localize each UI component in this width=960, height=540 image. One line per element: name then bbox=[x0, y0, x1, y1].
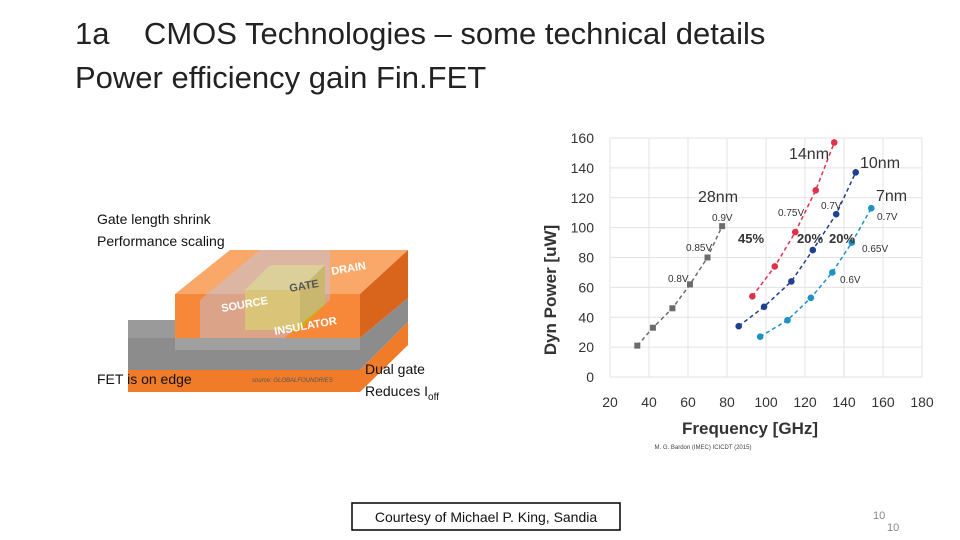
text-label: Gate length shrink bbox=[97, 211, 212, 227]
series-line bbox=[759, 207, 872, 338]
y-axis-label: Dyn Power [uW] bbox=[541, 225, 560, 355]
data-point bbox=[830, 139, 838, 146]
x-tick-label: 180 bbox=[910, 394, 934, 410]
y-tick-label: 140 bbox=[571, 160, 595, 176]
x-tick-label: 80 bbox=[719, 394, 735, 410]
data-point bbox=[634, 342, 641, 349]
data-point bbox=[735, 322, 742, 330]
data-point bbox=[719, 223, 726, 230]
series-label: 7nm bbox=[876, 188, 907, 205]
x-tick-label: 140 bbox=[832, 394, 856, 410]
x-tick-label: 100 bbox=[754, 394, 778, 410]
data-point bbox=[807, 294, 815, 302]
text-label: Reduces Ioff bbox=[365, 383, 439, 403]
data-point bbox=[812, 186, 820, 194]
y-tick-label: 20 bbox=[578, 339, 594, 355]
page-number: 10 bbox=[873, 510, 885, 522]
data-point bbox=[704, 254, 711, 261]
text-label: Dual gate bbox=[365, 361, 425, 377]
y-tick-label: 0 bbox=[586, 369, 594, 385]
data-point bbox=[686, 281, 693, 288]
series-line bbox=[751, 142, 835, 297]
annotation: 0.7V bbox=[877, 212, 898, 223]
data-point bbox=[784, 316, 791, 324]
subscript: off bbox=[428, 392, 439, 403]
text-label: FET is on edge bbox=[97, 371, 192, 387]
text-label: Reduces I bbox=[365, 383, 428, 399]
data-point bbox=[760, 303, 768, 311]
series-label: 14nm bbox=[789, 146, 829, 163]
image-source: source: GLOBALFOUNDRIES bbox=[252, 378, 333, 384]
x-tick-label: 120 bbox=[793, 394, 817, 410]
data-point bbox=[848, 239, 856, 246]
page-number: 10 bbox=[887, 522, 899, 534]
data-point bbox=[791, 228, 799, 236]
data-point bbox=[809, 246, 817, 254]
diagram-label: GATE bbox=[288, 278, 319, 295]
x-tick-label: 160 bbox=[871, 394, 895, 410]
y-tick-label: 160 bbox=[571, 130, 595, 146]
data-point bbox=[829, 269, 836, 276]
series-label: 10nm bbox=[860, 155, 900, 172]
data-point bbox=[649, 324, 656, 331]
annotation: 45% bbox=[738, 231, 764, 246]
series-label: 28nm bbox=[698, 189, 738, 206]
courtesy-box bbox=[351, 502, 621, 531]
series-line bbox=[636, 225, 723, 347]
data-point bbox=[756, 333, 764, 340]
text-label: Performance scaling bbox=[97, 233, 225, 249]
annotation: 0.9V bbox=[712, 213, 733, 224]
data-point bbox=[868, 204, 875, 212]
x-axis-label: Frequency [GHz] bbox=[682, 419, 818, 438]
data-point bbox=[749, 293, 756, 300]
x-tick-label: 40 bbox=[641, 394, 657, 410]
series-line bbox=[738, 172, 857, 327]
data-point bbox=[788, 278, 795, 285]
data-point bbox=[669, 305, 676, 312]
y-tick-label: 100 bbox=[571, 220, 595, 236]
finfet-diagram: SOURCE DRAIN GATE INSULATOR source: GLOB… bbox=[128, 250, 408, 392]
annotation: 0.7V bbox=[821, 201, 842, 212]
annotation: 20% bbox=[797, 231, 823, 246]
chart: 0 20 40 60 80 100 120 140 160 20 40 60 80 100 120 140 16… bbox=[541, 130, 934, 438]
data-point bbox=[832, 210, 840, 218]
annotation: 0.75V bbox=[778, 208, 804, 219]
title-line: Power efficiency gain Fin.FET bbox=[75, 60, 486, 95]
x-tick-label: 20 bbox=[602, 394, 618, 410]
y-tick-label: 60 bbox=[578, 279, 594, 295]
annotation: 20% bbox=[829, 231, 855, 246]
annotation: 0.6V bbox=[840, 275, 861, 286]
y-tick-label: 80 bbox=[578, 250, 594, 266]
annotation: 0.65V bbox=[862, 244, 888, 255]
diagram-label: DRAIN bbox=[330, 260, 366, 278]
title-line: 1a CMOS Technologies – some technical de… bbox=[75, 16, 765, 51]
annotation: 0.8V bbox=[668, 274, 689, 285]
x-tick-label: 60 bbox=[680, 394, 696, 410]
citation: M. G. Bardon (IMEC) ICICDT (2015) bbox=[655, 445, 752, 451]
annotation: 0.85V bbox=[686, 243, 712, 254]
y-tick-label: 40 bbox=[578, 309, 594, 325]
data-point bbox=[852, 169, 859, 176]
data-point bbox=[771, 263, 779, 270]
courtesy: Courtesy of Michael P. King, Sandia bbox=[375, 509, 598, 525]
y-tick-label: 120 bbox=[571, 190, 595, 206]
